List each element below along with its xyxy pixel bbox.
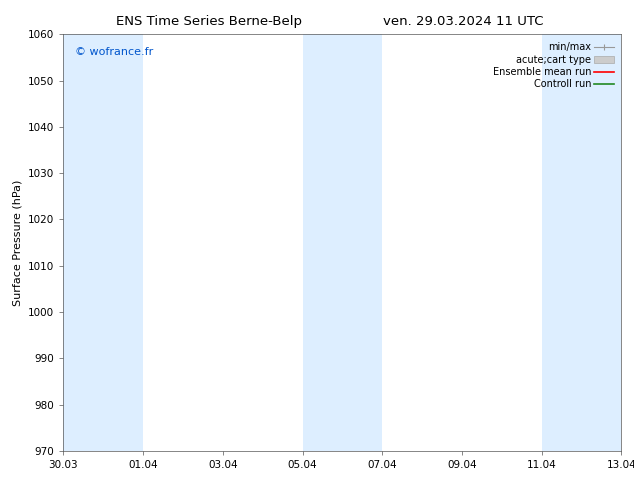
Text: ENS Time Series Berne-Belp: ENS Time Series Berne-Belp (116, 15, 302, 28)
Bar (302, 34, 382, 451)
Legend: min/max, acute;cart type, Ensemble mean run, Controll run: min/max, acute;cart type, Ensemble mean … (489, 39, 616, 92)
Bar (63, 34, 143, 451)
Bar (541, 34, 621, 451)
Text: © wofrance.fr: © wofrance.fr (75, 47, 153, 57)
Y-axis label: Surface Pressure (hPa): Surface Pressure (hPa) (13, 179, 23, 306)
Text: ven. 29.03.2024 11 UTC: ven. 29.03.2024 11 UTC (382, 15, 543, 28)
